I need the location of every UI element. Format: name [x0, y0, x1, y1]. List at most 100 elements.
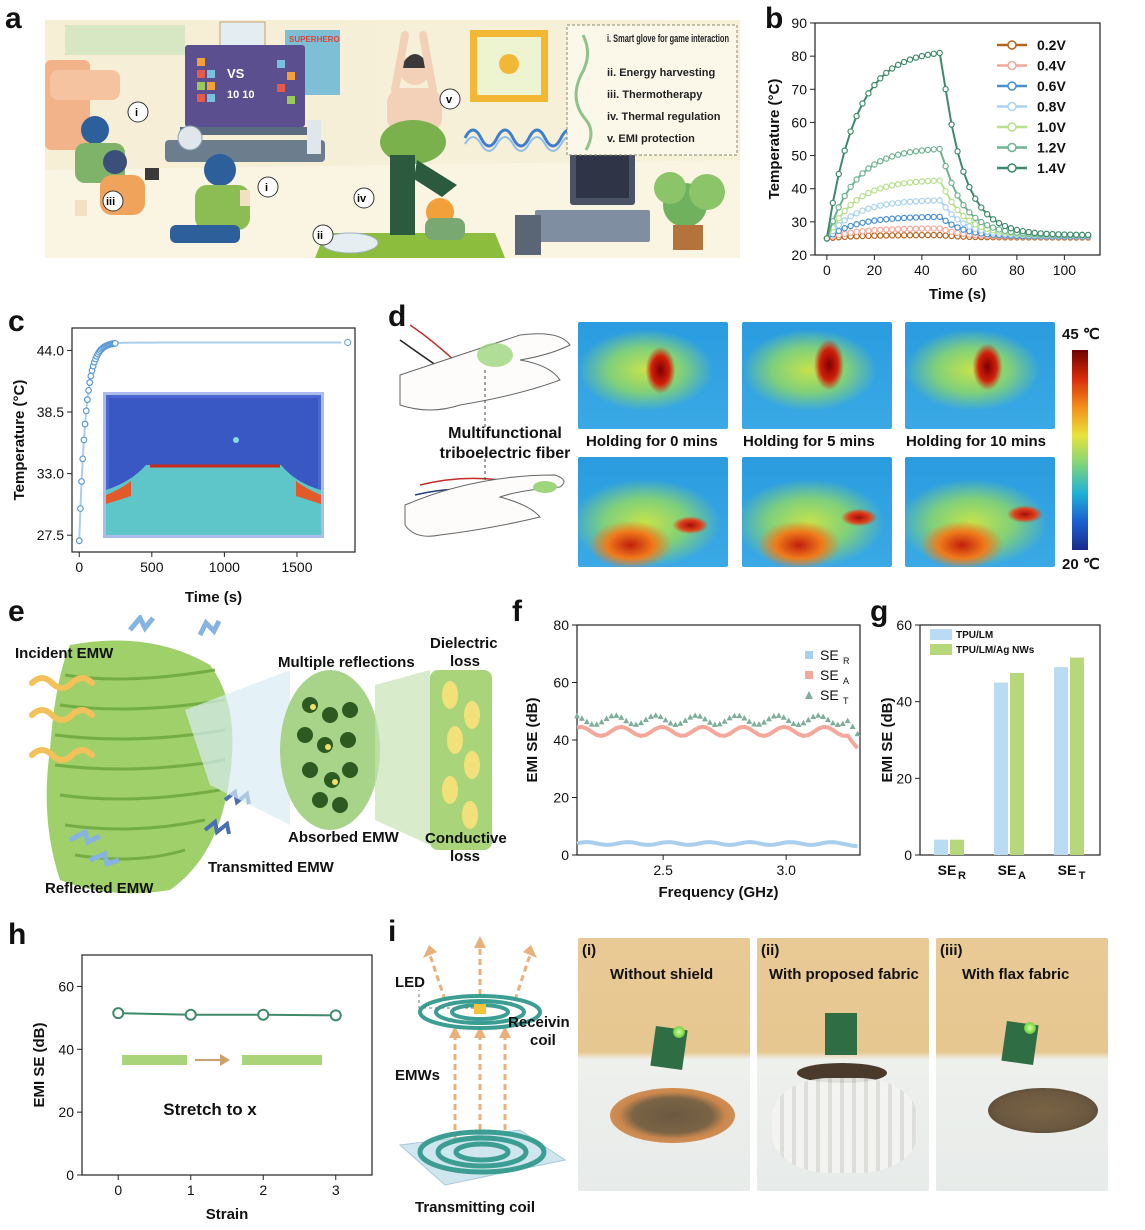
- legend-item-5: v. EMI protection: [607, 133, 695, 145]
- chart-b-legend-marker: [1007, 81, 1017, 91]
- panel-label-d: d: [388, 300, 407, 333]
- chart-c-ytick-label: 38.5: [37, 404, 64, 420]
- chart-b-point: [900, 58, 908, 66]
- chart-h-point: [112, 1007, 125, 1020]
- chart-b-point: [906, 214, 914, 221]
- chart-h-xlabel: Strain: [206, 1206, 249, 1223]
- marker-i-2: i: [265, 182, 268, 194]
- photo-1-num: (i): [582, 942, 597, 959]
- chart-g-xtick-sub: T: [1079, 870, 1086, 882]
- chart-f-point: [672, 721, 679, 727]
- chart-b-point: [972, 195, 979, 202]
- chart-f-point: [574, 712, 580, 719]
- chart-b-point: [942, 226, 949, 234]
- chart-f-point: [726, 714, 733, 721]
- chart-f-legend-marker: [805, 691, 813, 699]
- chart-h-ylabel: EMI SE (dB): [31, 1022, 48, 1107]
- chart-f-point: [697, 713, 704, 719]
- chart-b-point: [1061, 231, 1068, 238]
- thermal-image-bottom-5: [742, 457, 892, 567]
- chart-f-point: [618, 714, 625, 720]
- chart-b-point: [924, 146, 932, 154]
- chart-b-point: [859, 170, 866, 177]
- thermal-image-top-0: [578, 322, 728, 429]
- chart-f-point: [736, 712, 743, 719]
- chart-c-inset-spot: [233, 437, 239, 443]
- label-emws: EMWs: [395, 1067, 440, 1084]
- chart-b-point: [918, 231, 926, 239]
- chart-b-point: [871, 232, 878, 239]
- chart-b-point: [877, 202, 884, 209]
- chart-b-point: [930, 231, 937, 239]
- chart-b-point: [948, 228, 955, 235]
- chart-f-point: [741, 715, 748, 721]
- label-reflected-emw: Reflected EMW: [45, 880, 154, 897]
- chart-c-point: [75, 537, 83, 545]
- chart-h-xtick-label: 1: [187, 1182, 195, 1198]
- fiber-label-line2: triboelectric fiber: [439, 445, 571, 462]
- photo-1-title: Without shield: [610, 966, 714, 983]
- chart-b-point: [877, 75, 884, 82]
- legend-item-3: iii. Thermotherapy: [607, 89, 703, 101]
- chart-g-bar: [1010, 672, 1024, 855]
- marker-i-1: i: [135, 107, 138, 119]
- chart-b-point: [883, 216, 890, 223]
- chart-b-ytick-label: 60: [791, 114, 807, 130]
- chart-f-point: [756, 721, 763, 727]
- chart-b-point: [1055, 231, 1062, 238]
- chart-b-point: [847, 229, 854, 236]
- chart-b-point: [942, 204, 949, 211]
- chart-g-ytick-label: 60: [896, 617, 912, 633]
- chart-b-point: [835, 215, 842, 222]
- chart-f-frame: [576, 624, 861, 856]
- chart-b-point: [1007, 225, 1015, 232]
- chart-c-frame: [71, 327, 356, 553]
- chart-f-ytick-label: 20: [553, 790, 569, 806]
- chart-b-point: [865, 218, 872, 225]
- led-glow-3: [1024, 1022, 1036, 1034]
- chart-b-legend-label: 0.2V: [1037, 37, 1066, 53]
- panel-d: Multifunctional triboelectric fiber Hold…: [390, 315, 1145, 585]
- chart-b-point: [841, 217, 848, 224]
- chart-g: 0 20 40 60 EMI SE (dB) SE R SE A SE T TPU/LM TPU/LM/…: [870, 610, 1145, 910]
- chart-b-point: [900, 198, 908, 206]
- chart-b-ytick-label: 50: [791, 148, 807, 164]
- chart-b-point: [871, 161, 878, 168]
- chart-f-point: [780, 714, 787, 720]
- chart-b-point: [835, 204, 842, 211]
- chart-b-point: [853, 210, 860, 217]
- chart-b-point: [865, 165, 872, 172]
- chart-f-point: [677, 720, 684, 726]
- chart-f-point: [770, 712, 777, 719]
- chart-b-point: [841, 225, 848, 232]
- chart-f-series-line: [576, 724, 860, 750]
- chart-b-point: [918, 197, 926, 205]
- chart-b-point: [865, 227, 872, 234]
- chart-b-point: [894, 151, 902, 158]
- chart-b-point: [942, 85, 949, 93]
- chart-f-xtick-label: 2.5: [653, 862, 673, 878]
- chart-c-xtick-label: 1000: [209, 559, 240, 575]
- panel-i: LED Receiving coil EMWs Transmitting coi…: [390, 930, 1145, 1220]
- chart-h-point: [257, 1008, 270, 1021]
- chart-b-point: [871, 217, 878, 224]
- chart-b-point: [948, 121, 955, 128]
- chart-b-point: [865, 90, 872, 97]
- chart-b-point: [835, 227, 842, 235]
- color-scale-max: 45 ℃: [1062, 326, 1100, 343]
- chart-b-point: [883, 155, 890, 162]
- chart-g-bar: [950, 839, 964, 855]
- photo-3-num: (iii): [940, 942, 963, 959]
- chart-b-ylabel: Temperature (°C): [766, 79, 783, 200]
- chart-b-legend-marker: [1007, 60, 1017, 71]
- chart-b-point: [835, 221, 842, 229]
- chart-f-point: [775, 712, 782, 718]
- chart-f-legend-sub: T: [843, 696, 849, 706]
- chart-f-point: [716, 720, 723, 727]
- caption-0-mins: Holding for 0 mins: [586, 433, 718, 450]
- chart-b-point: [853, 196, 860, 204]
- chart-b-point: [829, 199, 837, 207]
- chart-b-legend-label: 1.4V: [1037, 160, 1066, 176]
- panel-label-e: e: [8, 595, 25, 628]
- scene-markers: i i ii iii iv v: [102, 88, 461, 246]
